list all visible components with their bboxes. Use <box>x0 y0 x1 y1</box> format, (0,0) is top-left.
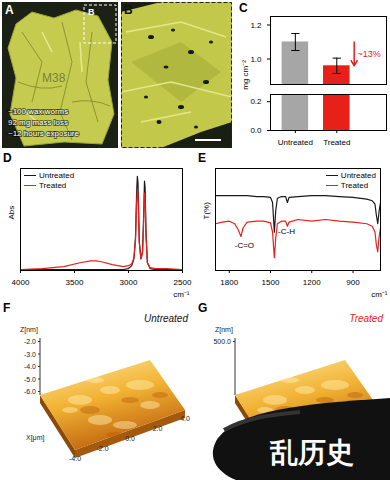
svg-text:~13%: ~13% <box>358 49 381 59</box>
svg-text:-2.0: -2.0 <box>24 338 36 345</box>
svg-text:T(%): T(%) <box>202 202 211 220</box>
svg-text:B: B <box>88 7 95 17</box>
svg-text:-C-H: -C-H <box>278 227 295 236</box>
svg-text:-5.0: -5.0 <box>24 376 36 383</box>
svg-text:Untreated: Untreated <box>278 138 313 147</box>
svg-text:2500: 2500 <box>174 278 192 287</box>
svg-text:Treated: Treated <box>349 313 383 324</box>
svg-text:Z[nm]: Z[nm] <box>20 326 38 334</box>
html-text:B: B <box>124 3 133 17</box>
svg-text:3000: 3000 <box>120 278 138 287</box>
svg-text:1200: 1200 <box>303 278 321 287</box>
svg-text:2.0: 2.0 <box>153 425 163 432</box>
svg-text:1.0: 1.0 <box>250 55 262 64</box>
svg-text:-2.0: -2.0 <box>96 445 108 452</box>
html-text:mg cm⁻²: mg cm⁻² <box>241 60 250 90</box>
svg-text:~100 wax worms: ~100 wax worms <box>8 107 68 116</box>
svg-text:-3.0: -3.0 <box>24 351 36 358</box>
html-text:A: A <box>5 3 14 17</box>
svg-text:X[μm]: X[μm] <box>26 434 44 442</box>
svg-text:1800: 1800 <box>220 278 238 287</box>
svg-text:4000: 4000 <box>12 278 30 287</box>
html-text:Untreated: Untreated <box>340 171 376 180</box>
svg-text:1500: 1500 <box>262 278 280 287</box>
svg-text:-4.0: -4.0 <box>24 363 36 370</box>
svg-text:92 mg mass loss: 92 mg mass loss <box>8 118 68 127</box>
svg-text:-4.0: -4.0 <box>69 455 81 462</box>
svg-text:1.2: 1.2 <box>250 21 262 30</box>
svg-text:cm⁻¹: cm⁻¹ <box>173 290 190 299</box>
svg-text:0.2: 0.2 <box>250 97 262 106</box>
svg-text:~12 hours exposure: ~12 hours exposure <box>8 129 79 138</box>
svg-text:乱历史: 乱历史 <box>269 436 354 469</box>
html-text:Treated: Treated <box>39 181 67 190</box>
html-text:G: G <box>198 301 208 315</box>
html-text:F: F <box>3 301 11 315</box>
svg-text:-C=O: -C=O <box>235 241 254 250</box>
svg-text:500.0: 500.0 <box>213 338 231 345</box>
svg-text:4.0: 4.0 <box>180 415 190 422</box>
svg-text:Treated: Treated <box>323 138 350 147</box>
html-text:Treated: Treated <box>340 181 369 190</box>
svg-text:Abs: Abs <box>7 206 16 220</box>
svg-text:Untreated: Untreated <box>144 313 188 324</box>
svg-text:900: 900 <box>346 278 360 287</box>
svg-text:0.0: 0.0 <box>125 435 135 442</box>
svg-text:Z[nm]: Z[nm] <box>215 326 233 334</box>
html-text:C: C <box>239 1 248 15</box>
svg-text:cm⁻¹: cm⁻¹ <box>371 290 388 299</box>
svg-text:3500: 3500 <box>66 278 84 287</box>
html-text:E: E <box>198 151 206 165</box>
svg-text:-6.0: -6.0 <box>24 388 36 395</box>
html-text:Untreated: Untreated <box>39 171 75 180</box>
svg-text:0.0: 0.0 <box>250 126 262 135</box>
html-text:D: D <box>3 151 12 165</box>
svg-text:M38: M38 <box>42 71 66 85</box>
